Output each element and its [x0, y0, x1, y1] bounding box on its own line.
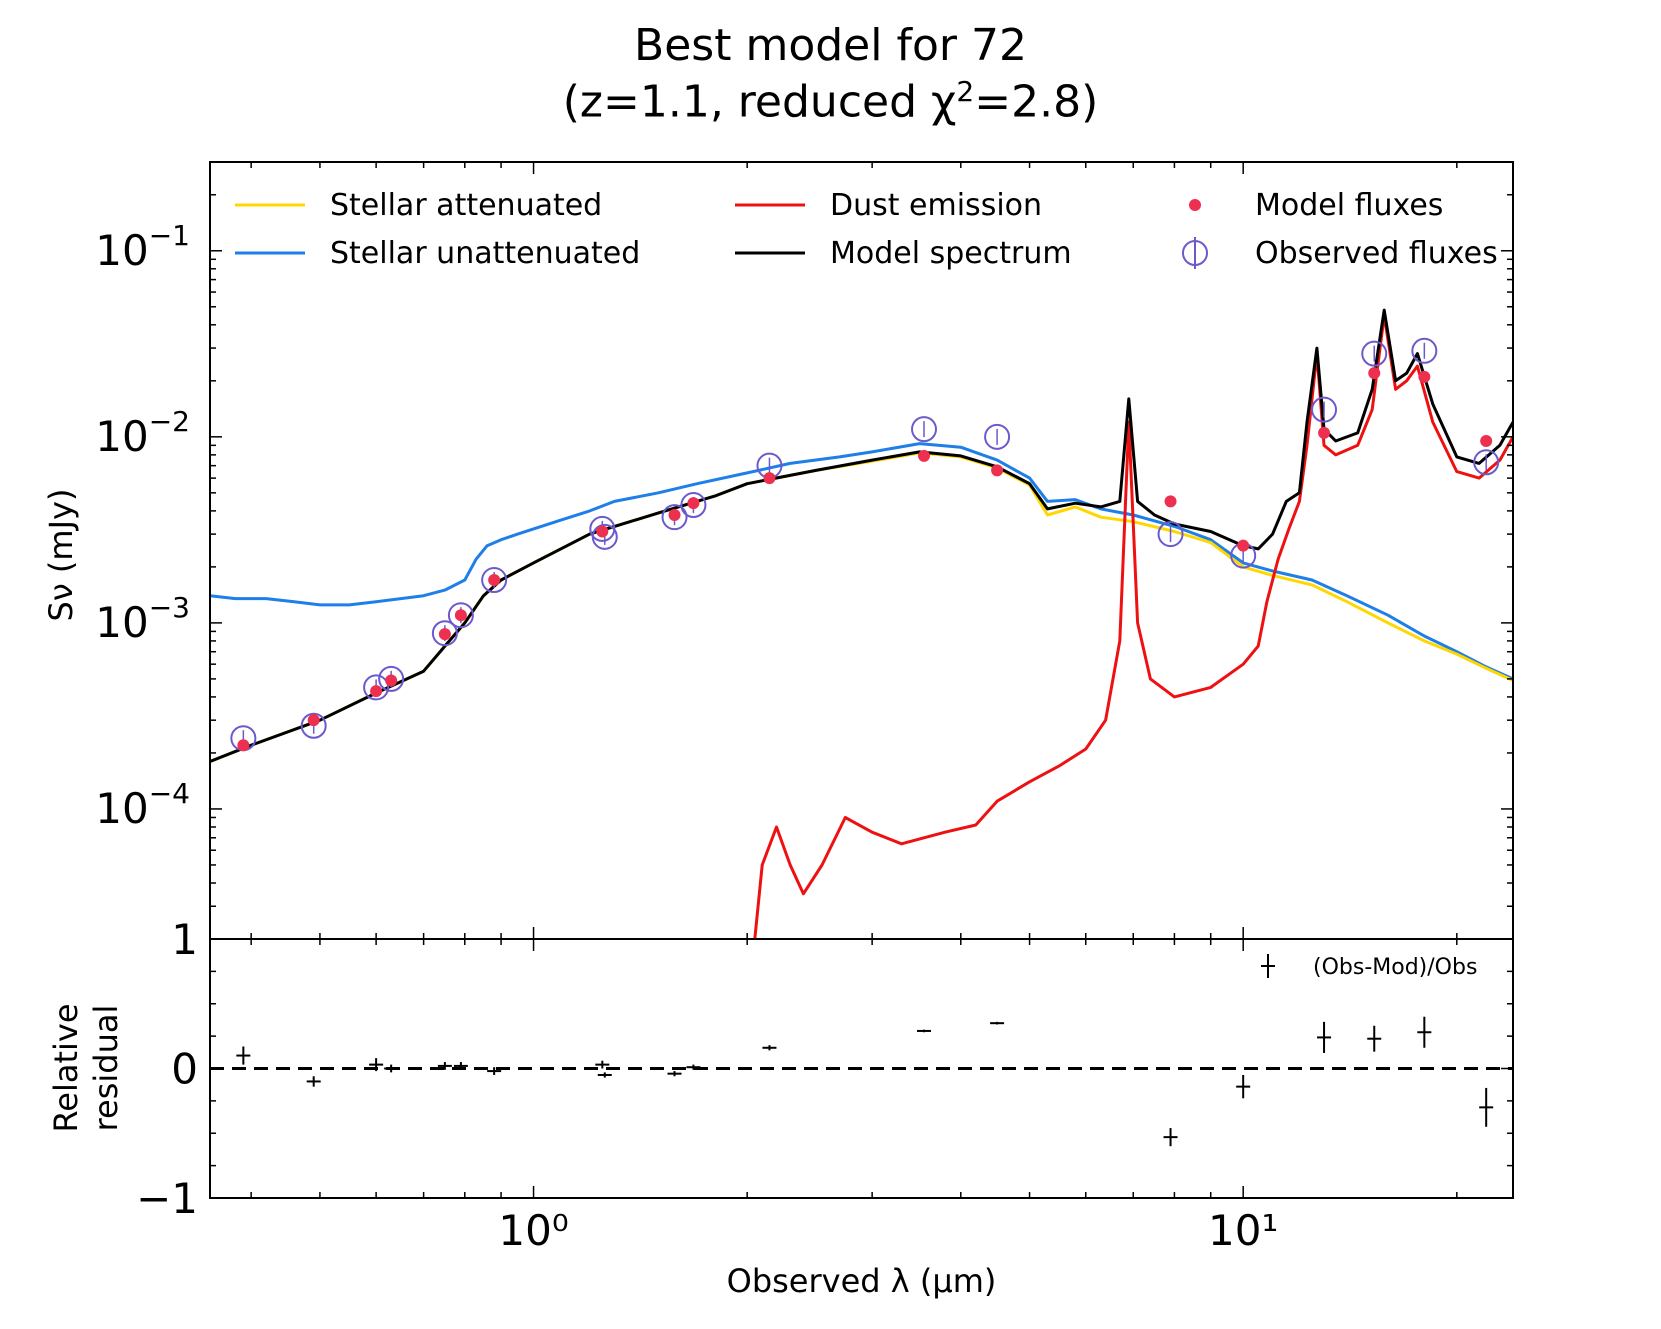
- residual-y-axis-label: Relativeresidual: [47, 1003, 125, 1132]
- legend-label: Stellar unattenuated: [330, 236, 640, 271]
- observed-flux-marker: [680, 492, 707, 519]
- residual-point: [1367, 1025, 1382, 1052]
- residual-point: [487, 1067, 502, 1075]
- residual-point: [686, 1064, 701, 1070]
- observed-flux-marker: [984, 423, 1011, 450]
- model-flux-point: [1368, 367, 1381, 380]
- observed-flux-marker: [1361, 340, 1388, 367]
- model-flux-point: [687, 497, 700, 510]
- series-line-stellar-unattenuated: [210, 442, 1513, 681]
- model-flux-point: [370, 685, 383, 698]
- model-flux-point: [1237, 539, 1250, 552]
- residual-y-tick-label: −1: [136, 1174, 198, 1223]
- residual-legend-label: (Obs-Mod)/Obs: [1313, 955, 1477, 980]
- model-flux-point: [991, 464, 1004, 477]
- legend-entry-observed-fluxes: Observed fluxes: [1182, 236, 1498, 271]
- title-superscript: 2: [956, 75, 975, 108]
- legend-swatch: [1189, 199, 1201, 211]
- chart-title-line-2: (z=1.1, reduced χ2=2.8): [562, 75, 1099, 128]
- x-tick-label: 10⁰: [498, 1206, 568, 1255]
- residual-point: [437, 1062, 452, 1070]
- residual-point: [990, 1021, 1005, 1025]
- model-flux-point: [454, 609, 467, 622]
- observed-flux-marker: [481, 567, 508, 594]
- legend-label: Observed fluxes: [1255, 236, 1498, 271]
- residual-point: [667, 1071, 682, 1077]
- residual-point: [762, 1045, 777, 1051]
- legend-entry-model-fluxes: Model fluxes: [1189, 188, 1443, 223]
- observed-flux-marker: [1473, 449, 1500, 476]
- chart-title-line-1: Best model for 72: [634, 20, 1027, 71]
- series-line-model-spectrum: [210, 308, 1513, 763]
- model-flux-point: [668, 509, 681, 522]
- x-axis-label: Observed λ (μm): [727, 1262, 997, 1300]
- y-axis-label: Sν (mJy): [42, 489, 80, 622]
- model-flux-point: [918, 449, 931, 462]
- legend-entry-stellar-unattenuated: Stellar unattenuated: [235, 236, 640, 271]
- observed-flux-marker: [911, 416, 938, 443]
- residual-point: [1317, 1021, 1332, 1053]
- sed-panel: [209, 161, 1514, 940]
- residual-point: [453, 1062, 468, 1070]
- residual-point: [306, 1076, 321, 1087]
- model-flux-point: [488, 574, 501, 587]
- residual-point: [1479, 1087, 1494, 1127]
- y-tick-label: 10−3: [95, 591, 190, 647]
- residual-panel-frame: [209, 938, 1514, 1199]
- residual-point: [595, 1060, 610, 1069]
- legend-entry-dust-emission: Dust emission: [735, 188, 1042, 223]
- residual-y-tick-label: 0: [171, 1045, 198, 1094]
- model-flux-point: [438, 628, 451, 641]
- model-flux-point: [237, 739, 250, 752]
- model-flux-point: [763, 472, 776, 485]
- observed-flux-marker: [1411, 337, 1438, 364]
- residual-point: [369, 1058, 384, 1072]
- model-flux-point: [1318, 426, 1331, 439]
- sed-legend: Stellar attenuated Dust emission Model flu…: [235, 188, 1498, 271]
- model-flux-point: [385, 674, 398, 687]
- x-tick-label: 10¹: [1208, 1206, 1278, 1255]
- residual-y-tick-label: 1: [171, 915, 198, 964]
- model-flux-point: [1480, 434, 1493, 447]
- residual-point: [236, 1046, 251, 1065]
- legend-label: Stellar attenuated: [330, 188, 602, 223]
- observed-flux-marker: [447, 602, 474, 629]
- legend-entry-model-spectrum: Model spectrum: [735, 236, 1072, 271]
- legend-label: Model fluxes: [1255, 188, 1443, 223]
- observed-flux-marker: [1157, 521, 1184, 548]
- legend-entry-stellar-attenuated: Stellar attenuated: [235, 188, 602, 223]
- observed-flux-marker: [431, 620, 458, 647]
- model-flux-point: [1164, 495, 1177, 508]
- observed-flux-marker: [363, 674, 390, 701]
- observed-flux-marker: [300, 712, 327, 739]
- model-flux-point: [307, 714, 320, 727]
- residual-panel: (Obs-Mod)/Obs: [209, 938, 1514, 1199]
- observed-flux-marker: [591, 523, 618, 550]
- residual-point: [1163, 1128, 1178, 1147]
- observed-flux-marker: [1311, 396, 1338, 423]
- residual-point: [1417, 1016, 1432, 1048]
- y-tick-label: 10−2: [95, 405, 190, 461]
- residual-point: [384, 1064, 399, 1073]
- legend-label: Dust emission: [830, 188, 1042, 223]
- observed-flux-marker: [661, 504, 688, 531]
- residual-point: [917, 1029, 932, 1033]
- observed-flux-marker: [378, 665, 405, 692]
- residual-point: [1236, 1074, 1251, 1099]
- y-tick-label: 10−1: [95, 219, 190, 275]
- residual-point: [597, 1072, 612, 1078]
- series-line-dust-emission: [753, 313, 1513, 939]
- legend-label: Model spectrum: [830, 236, 1072, 271]
- model-flux-point: [596, 525, 609, 538]
- model-flux-point: [1418, 370, 1431, 383]
- y-tick-label: 10−4: [95, 777, 190, 833]
